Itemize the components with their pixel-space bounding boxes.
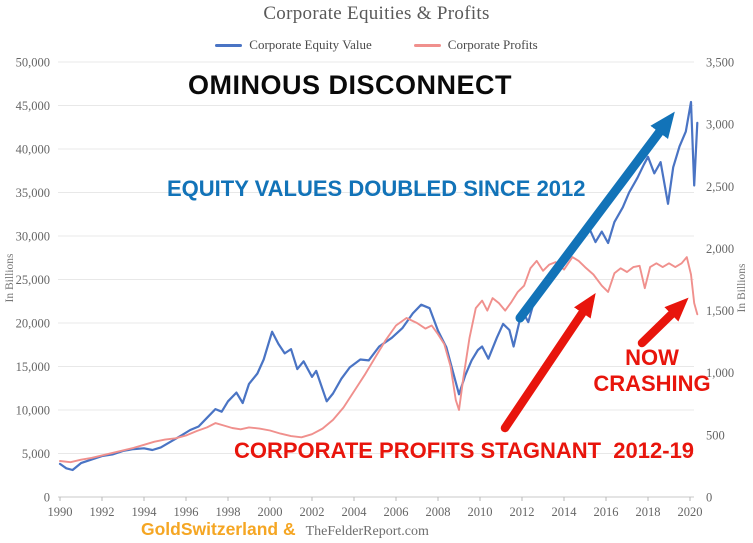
svg-text:2014: 2014: [552, 505, 578, 519]
footer-site: TheFelderReport.com: [305, 524, 429, 539]
svg-text:2010: 2010: [468, 505, 493, 519]
legend-item-equity: Corporate Equity Value: [215, 37, 372, 53]
svg-text:2016: 2016: [594, 505, 619, 519]
svg-text:0: 0: [44, 491, 50, 505]
y-axis-left-title: In Billions: [4, 253, 16, 302]
svg-text:10,000: 10,000: [16, 404, 50, 418]
svg-text:2,500: 2,500: [706, 180, 734, 194]
svg-text:1994: 1994: [132, 505, 158, 519]
legend-label-equity: Corporate Equity Value: [249, 37, 372, 52]
svg-text:2000: 2000: [258, 505, 283, 519]
crash-annotation-line2: CRASHING: [593, 371, 711, 396]
profits-pointer-arrow: [500, 293, 596, 433]
svg-text:2002: 2002: [300, 505, 325, 519]
svg-text:0: 0: [706, 491, 712, 505]
svg-text:1,500: 1,500: [706, 304, 734, 318]
profits-annotation: CORPORATE PROFITS STAGNANT 2012-19: [234, 438, 695, 463]
svg-text:15,000: 15,000: [16, 360, 50, 374]
svg-text:50,000: 50,000: [16, 56, 50, 70]
legend: Corporate Equity Value Corporate Profits: [0, 37, 753, 53]
equity-line: [58, 100, 699, 472]
svg-text:500: 500: [706, 428, 725, 442]
headline-annotation: OMINOUS DISCONNECT: [188, 70, 513, 100]
svg-text:5,000: 5,000: [22, 447, 50, 461]
svg-text:1998: 1998: [216, 505, 241, 519]
footer-credit: GoldSwitzerland & TheFelderReport.com: [141, 519, 429, 540]
crash-annotation-line1: NOW: [625, 345, 679, 370]
profits-line-swatch: [413, 43, 441, 47]
equity-annotation: EQUITY VALUES DOUBLED SINCE 2012: [167, 176, 586, 201]
svg-text:40,000: 40,000: [16, 143, 50, 157]
y-axis-left-labels: 0 5,000 10,000 15,000 20,000 25,000 30,000 35,0…: [16, 56, 50, 505]
svg-text:3,500: 3,500: [706, 56, 734, 70]
svg-text:1990: 1990: [48, 505, 73, 519]
svg-text:1992: 1992: [90, 505, 115, 519]
legend-label-profits: Corporate Profits: [447, 37, 538, 52]
equity-trend-arrow: [515, 111, 675, 323]
svg-text:2004: 2004: [342, 505, 368, 519]
svg-text:45,000: 45,000: [16, 99, 50, 113]
y-axis-right-labels: 0 500 1,000 1,500 2,000 2,500 3,000 3,500: [706, 56, 734, 505]
svg-text:25,000: 25,000: [16, 273, 50, 287]
svg-text:2006: 2006: [384, 505, 409, 519]
svg-text:35,000: 35,000: [16, 186, 50, 200]
svg-text:3,000: 3,000: [706, 118, 734, 132]
svg-text:1,000: 1,000: [706, 366, 734, 380]
x-axis-labels: 1990 1992 1994 1996 1998 2000 2002 2004 2006 2008…: [48, 497, 703, 519]
equity-line-swatch: [215, 43, 243, 47]
svg-text:20,000: 20,000: [16, 317, 50, 331]
svg-text:2012: 2012: [510, 505, 535, 519]
footer-brand: GoldSwitzerland &: [141, 519, 296, 539]
svg-text:1996: 1996: [174, 505, 199, 519]
gridlines: [58, 61, 694, 498]
svg-text:2020: 2020: [678, 505, 703, 519]
chart-title: Corporate Equities & Profits: [263, 3, 490, 24]
svg-text:2,000: 2,000: [706, 242, 734, 256]
svg-text:30,000: 30,000: [16, 230, 50, 244]
svg-text:2008: 2008: [426, 505, 451, 519]
profits-line: [59, 256, 699, 464]
crash-pointer-arrow: [637, 297, 689, 348]
legend-item-profits: Corporate Profits: [413, 37, 538, 53]
y-axis-right-title: In Billions: [736, 263, 748, 312]
svg-text:2018: 2018: [636, 505, 661, 519]
series-lines: [58, 100, 699, 472]
crash-annotation: NOW CRASHING: [556, 345, 748, 397]
